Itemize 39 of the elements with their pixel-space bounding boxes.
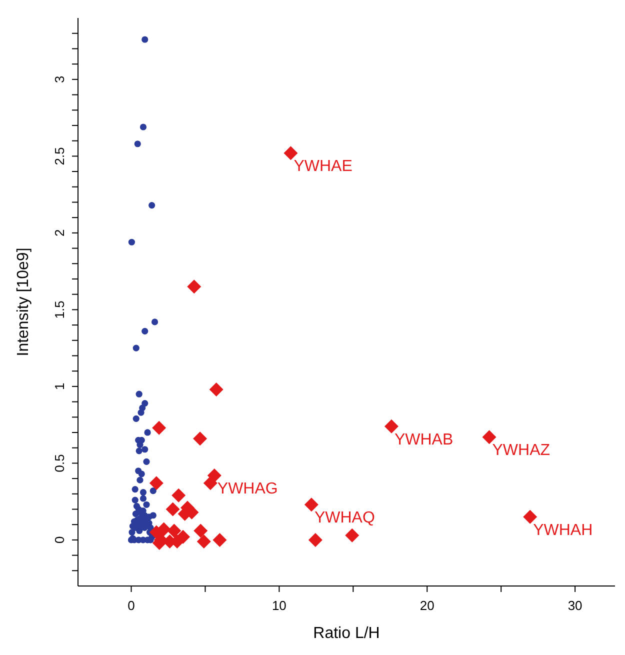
annotation: YWHAG	[217, 480, 278, 498]
point	[345, 528, 360, 542]
x-tick-label: 20	[420, 598, 434, 613]
y-tick-label: 0.5	[52, 454, 67, 472]
y-tick-label: 2.5	[52, 147, 67, 166]
point	[172, 488, 186, 502]
point	[212, 532, 227, 547]
point	[308, 532, 322, 547]
point	[187, 280, 202, 294]
annotation: YWHAZ	[492, 442, 550, 460]
point	[203, 476, 218, 490]
y-tick-label: 3	[52, 76, 67, 84]
point	[209, 382, 224, 397]
x-tick-label: 0	[128, 598, 135, 613]
annotation: YWHAE	[294, 158, 352, 176]
point	[156, 522, 171, 536]
y-tick-label: 1.5	[52, 300, 67, 319]
point	[152, 420, 166, 435]
y-tick-label: 1	[52, 382, 67, 390]
y-axis-title: Intensity [10e9]	[15, 248, 32, 356]
x-tick-label: 10	[272, 598, 286, 613]
y-tick-label: 2	[52, 229, 67, 237]
point	[196, 534, 211, 548]
point	[523, 510, 538, 524]
point	[482, 430, 496, 444]
annotation: YWHAH	[533, 522, 593, 539]
point	[384, 419, 398, 434]
point	[149, 476, 164, 490]
annotation: YWHAB	[394, 431, 454, 448]
point	[167, 524, 182, 538]
x-tick-label: 30	[568, 598, 582, 613]
point	[166, 502, 180, 516]
y-tick-label: 0	[52, 536, 67, 544]
x-axis-title: Ratio L/H	[313, 625, 380, 642]
annotation: YWHAQ	[314, 510, 375, 527]
point	[193, 432, 208, 446]
point	[304, 498, 318, 512]
point	[284, 146, 298, 160]
point	[194, 524, 208, 538]
